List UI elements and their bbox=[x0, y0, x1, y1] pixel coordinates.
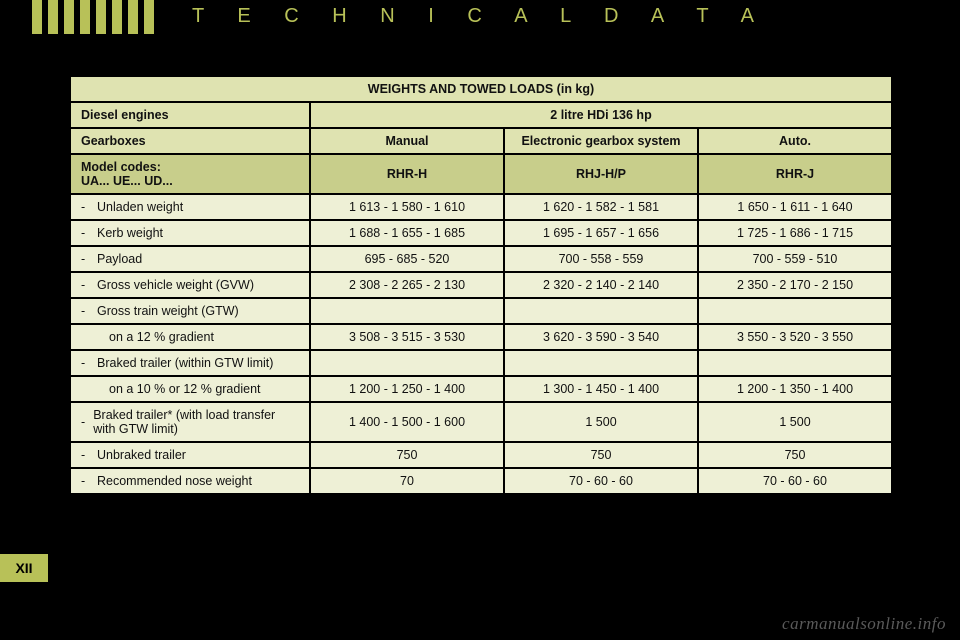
table-row: -Braked trailer* (with load transfer wit… bbox=[70, 402, 892, 442]
row-label: on a 10 % or 12 % gradient bbox=[70, 376, 310, 402]
model-auto: RHR-J bbox=[698, 154, 892, 194]
row-label: on a 12 % gradient bbox=[70, 324, 310, 350]
row-label: -Braked trailer (within GTW limit) bbox=[70, 350, 310, 376]
table-row: on a 10 % or 12 % gradient1 200 - 1 250 … bbox=[70, 376, 892, 402]
row-label: -Gross vehicle weight (GVW) bbox=[70, 272, 310, 298]
table-row: -Unbraked trailer750750750 bbox=[70, 442, 892, 468]
table-row: -Kerb weight1 688 - 1 655 - 1 6851 695 -… bbox=[70, 220, 892, 246]
gearbox-egs: Electronic gearbox system bbox=[504, 128, 698, 154]
row-value: 1 620 - 1 582 - 1 581 bbox=[504, 194, 698, 220]
table-row: -Gross vehicle weight (GVW)2 308 - 2 265… bbox=[70, 272, 892, 298]
watermark: carmanualsonline.info bbox=[782, 614, 946, 634]
row-value: 750 bbox=[504, 442, 698, 468]
row-value: 70 - 60 - 60 bbox=[698, 468, 892, 494]
row-value: 70 bbox=[310, 468, 504, 494]
row-value: 700 - 559 - 510 bbox=[698, 246, 892, 272]
row-value bbox=[504, 350, 698, 376]
row-value: 750 bbox=[310, 442, 504, 468]
row-value: 3 620 - 3 590 - 3 540 bbox=[504, 324, 698, 350]
model-codes-label: Model codes: UA... UE... UD... bbox=[70, 154, 310, 194]
row-value: 1 500 bbox=[698, 402, 892, 442]
table-row: -Gross train weight (GTW) bbox=[70, 298, 892, 324]
gearbox-auto: Auto. bbox=[698, 128, 892, 154]
row-value bbox=[698, 350, 892, 376]
model-manual: RHR-H bbox=[310, 154, 504, 194]
weights-table: WEIGHTS AND TOWED LOADS (in kg) Diesel e… bbox=[70, 76, 892, 494]
table-title: WEIGHTS AND TOWED LOADS (in kg) bbox=[70, 76, 892, 102]
table-row: -Recommended nose weight7070 - 60 - 6070… bbox=[70, 468, 892, 494]
row-value: 3 508 - 3 515 - 3 530 bbox=[310, 324, 504, 350]
section-badge: XII bbox=[0, 554, 48, 582]
row-value: 1 300 - 1 450 - 1 400 bbox=[504, 376, 698, 402]
row-label: -Unladen weight bbox=[70, 194, 310, 220]
gearbox-manual: Manual bbox=[310, 128, 504, 154]
row-value: 1 200 - 1 350 - 1 400 bbox=[698, 376, 892, 402]
row-value bbox=[698, 298, 892, 324]
row-value: 1 200 - 1 250 - 1 400 bbox=[310, 376, 504, 402]
row-value: 2 308 - 2 265 - 2 130 bbox=[310, 272, 504, 298]
gearboxes-label: Gearboxes bbox=[70, 128, 310, 154]
row-label: -Braked trailer* (with load transfer wit… bbox=[70, 402, 310, 442]
row-value: 1 400 - 1 500 - 1 600 bbox=[310, 402, 504, 442]
row-value bbox=[310, 298, 504, 324]
row-value bbox=[504, 298, 698, 324]
row-value: 1 725 - 1 686 - 1 715 bbox=[698, 220, 892, 246]
row-value: 2 320 - 2 140 - 2 140 bbox=[504, 272, 698, 298]
model-egs: RHJ-H/P bbox=[504, 154, 698, 194]
row-value: 70 - 60 - 60 bbox=[504, 468, 698, 494]
row-label: -Gross train weight (GTW) bbox=[70, 298, 310, 324]
row-value: 750 bbox=[698, 442, 892, 468]
table-row: -Unladen weight1 613 - 1 580 - 1 6101 62… bbox=[70, 194, 892, 220]
row-label: -Payload bbox=[70, 246, 310, 272]
table-row: -Payload695 - 685 - 520700 - 558 - 55970… bbox=[70, 246, 892, 272]
row-value: 2 350 - 2 170 - 2 150 bbox=[698, 272, 892, 298]
row-value bbox=[310, 350, 504, 376]
row-value: 700 - 558 - 559 bbox=[504, 246, 698, 272]
row-value: 695 - 685 - 520 bbox=[310, 246, 504, 272]
row-label: -Recommended nose weight bbox=[70, 468, 310, 494]
row-value: 1 695 - 1 657 - 1 656 bbox=[504, 220, 698, 246]
row-label: -Unbraked trailer bbox=[70, 442, 310, 468]
table-row: -Braked trailer (within GTW limit) bbox=[70, 350, 892, 376]
table-row: on a 12 % gradient3 508 - 3 515 - 3 5303… bbox=[70, 324, 892, 350]
page-title: T E C H N I C A L D A T A bbox=[0, 5, 960, 28]
row-value: 3 550 - 3 520 - 3 550 bbox=[698, 324, 892, 350]
row-value: 1 688 - 1 655 - 1 685 bbox=[310, 220, 504, 246]
engines-label: Diesel engines bbox=[70, 102, 310, 128]
engines-value: 2 litre HDi 136 hp bbox=[310, 102, 892, 128]
row-value: 1 650 - 1 611 - 1 640 bbox=[698, 194, 892, 220]
row-label: -Kerb weight bbox=[70, 220, 310, 246]
row-value: 1 500 bbox=[504, 402, 698, 442]
row-value: 1 613 - 1 580 - 1 610 bbox=[310, 194, 504, 220]
